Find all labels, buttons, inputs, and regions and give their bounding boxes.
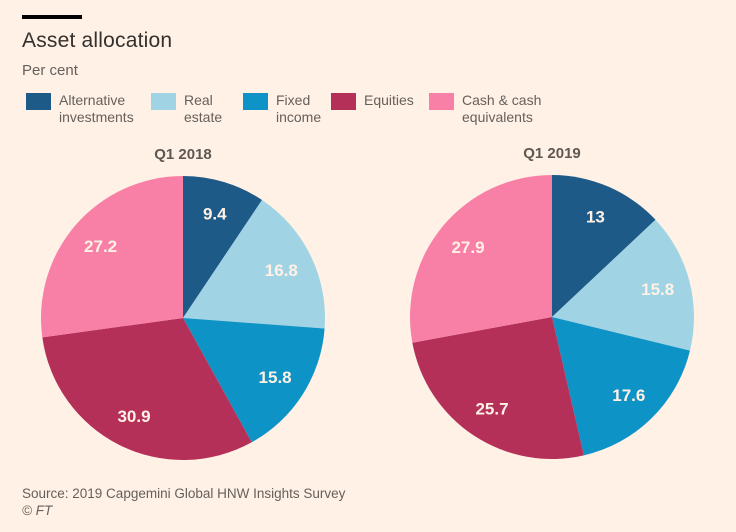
pie-slice-cash-cash-equivalents bbox=[409, 175, 552, 343]
legend-swatch bbox=[429, 93, 454, 110]
pie-value-label: 27.9 bbox=[451, 238, 484, 257]
pie-slice-equities bbox=[412, 317, 584, 459]
legend: Alternative investments Real estate Fixed … bbox=[0, 92, 736, 136]
pie-value-label: 9.4 bbox=[203, 204, 227, 223]
footer: Source: 2019 Capgemini Global HNW Insigh… bbox=[22, 485, 345, 519]
pie-value-label: 25.7 bbox=[475, 399, 508, 418]
legend-label: Real estate bbox=[184, 92, 223, 125]
legend-label: Equities bbox=[364, 92, 414, 108]
pie-slice-fixed-income bbox=[183, 318, 325, 443]
pie-slice-real-estate bbox=[183, 200, 325, 329]
page-title: Asset allocation bbox=[22, 29, 173, 52]
accent-bar bbox=[22, 15, 82, 19]
legend-item-alternative-investments: Alternative investments bbox=[26, 92, 154, 126]
pie-value-label: 30.9 bbox=[117, 407, 150, 426]
pie-chart-q1-2019: 13 15.8 17.6 25.7 27.9 bbox=[409, 175, 694, 459]
pie-figure-q1-2018: Q1 2018 9.4 16.8 15.8 30.9 27.2 bbox=[33, 146, 333, 468]
ft-copyright: © FT bbox=[22, 503, 53, 518]
legend-item-fixed-income: Fixed income bbox=[243, 92, 334, 126]
legend-label: Alternative investments bbox=[59, 92, 134, 125]
pie-slice-fixed-income bbox=[552, 317, 690, 456]
pie-title-q1-2019: Q1 2019 bbox=[523, 145, 581, 162]
units-label: Per cent bbox=[22, 62, 78, 79]
pie-slice-alternative-investments bbox=[183, 176, 263, 318]
legend-item-real-estate: Real estate bbox=[151, 92, 234, 126]
pie-value-label: 16.8 bbox=[265, 261, 298, 280]
pie-figure-q1-2019: Q1 2019 13 15.8 17.6 25.7 27.9 bbox=[402, 145, 702, 467]
pie-value-label: 27.2 bbox=[84, 237, 117, 256]
legend-swatch bbox=[26, 93, 51, 110]
pie-value-label: 13 bbox=[586, 208, 605, 227]
legend-item-cash-cash-equivalents: Cash & cash equivalents bbox=[429, 92, 557, 126]
legend-item-equities: Equities bbox=[331, 92, 444, 110]
legend-swatch bbox=[331, 93, 356, 110]
source-label: Source: 2019 Capgemini Global HNW Insigh… bbox=[22, 486, 346, 501]
legend-label: Fixed income bbox=[276, 92, 322, 125]
pie-value-label: 17.6 bbox=[612, 386, 645, 405]
legend-swatch bbox=[151, 93, 176, 110]
pie-title-q1-2018: Q1 2018 bbox=[154, 146, 212, 163]
pie-slice-equities bbox=[42, 318, 252, 460]
pie-chart-container-q1-2018: 9.4 16.8 15.8 30.9 27.2 bbox=[33, 168, 333, 468]
pie-chart-container-q1-2019: 13 15.8 17.6 25.7 27.9 bbox=[402, 167, 702, 467]
pie-value-label: 15.8 bbox=[641, 280, 674, 299]
legend-label: Cash & cash equivalents bbox=[462, 92, 542, 125]
pie-slice-real-estate bbox=[552, 219, 694, 351]
pie-chart-q1-2018: 9.4 16.8 15.8 30.9 27.2 bbox=[40, 176, 325, 460]
pie-value-label: 15.8 bbox=[259, 368, 292, 387]
pie-slice-alternative-investments bbox=[552, 175, 656, 317]
legend-swatch bbox=[243, 93, 268, 110]
pie-slice-cash-cash-equivalents bbox=[40, 176, 183, 338]
